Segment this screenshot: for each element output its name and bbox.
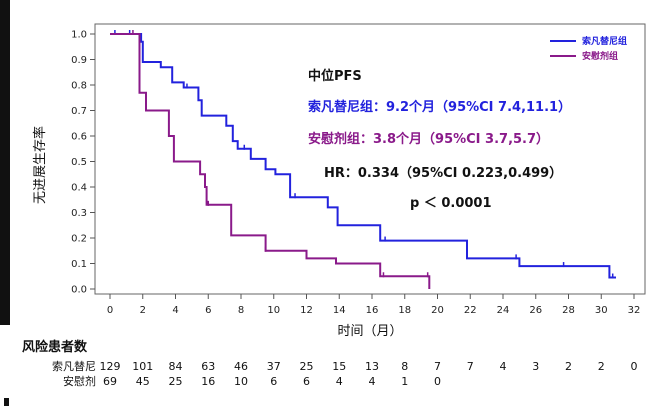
x-tick-label-26: 26 — [529, 305, 542, 316]
x-axis-label: 时间（月） — [337, 324, 402, 339]
risk-value-pbo-12: 6 — [303, 375, 310, 388]
risk-value-suf-18: 8 — [401, 360, 408, 373]
x-tick-label-10: 10 — [267, 305, 280, 316]
risk-value-pbo-20: 0 — [434, 375, 441, 388]
x-tick-label-2: 2 — [140, 305, 146, 316]
x-tick-label-12: 12 — [300, 305, 313, 316]
risk-value-suf-0: 129 — [100, 360, 121, 373]
y-tick-label-0.8: 0.8 — [71, 81, 87, 92]
x-tick-label-24: 24 — [497, 305, 510, 316]
risk-value-pbo-18: 1 — [401, 375, 408, 388]
median-pbo: 安慰剂组：3.8个月（95%CI 3.7,5.7） — [308, 131, 549, 147]
series-line-pbo — [110, 33, 431, 289]
x-tick-label-32: 32 — [628, 305, 641, 316]
risk-value-pbo-6: 16 — [201, 375, 215, 388]
risk-value-pbo-16: 4 — [369, 375, 376, 388]
risk-value-suf-26: 3 — [532, 360, 539, 373]
y-tick-label-0.1: 0.1 — [71, 259, 87, 270]
risk-value-pbo-10: 6 — [270, 375, 277, 388]
risk-value-suf-24: 4 — [500, 360, 507, 373]
risk-value-suf-2: 101 — [132, 360, 153, 373]
x-tick-label-8: 8 — [238, 305, 244, 316]
p-value-text: p ＜ 0.0001 — [410, 196, 492, 211]
risk-value-suf-28: 2 — [565, 360, 572, 373]
x-tick-label-20: 20 — [431, 305, 444, 316]
legend-label-suf: 索凡替尼组 — [582, 35, 627, 47]
y-tick-label-0.2: 0.2 — [71, 234, 87, 245]
y-tick-label-0.0: 0.0 — [71, 285, 87, 296]
median-suf: 索凡替尼组：9.2个月（95%CI 7.4,11.1） — [308, 99, 571, 115]
x-tick-label-18: 18 — [398, 305, 411, 316]
risk-row-name-suf: 索凡替尼 — [52, 359, 96, 373]
left-bar — [0, 0, 10, 325]
risk-value-suf-16: 13 — [365, 360, 379, 373]
y-tick-label-0.9: 0.9 — [71, 55, 87, 66]
x-tick-label-30: 30 — [595, 305, 608, 316]
legend: 索凡替尼组 安慰剂组 — [550, 35, 627, 62]
legend-label-pbo: 安慰剂组 — [582, 50, 618, 62]
risk-table-title: 风险患者数 — [22, 339, 88, 355]
y-tick-label-0.5: 0.5 — [71, 157, 87, 168]
x-tick-label-28: 28 — [562, 305, 575, 316]
y-tick-label-1.0: 1.0 — [71, 30, 87, 41]
risk-value-suf-4: 84 — [169, 360, 183, 373]
x-tick-label-22: 22 — [464, 305, 477, 316]
risk-value-pbo-2: 45 — [136, 375, 150, 388]
hr-text: HR：0.334（95%CI 0.223,0.499） — [324, 165, 562, 181]
y-tick-label-0.7: 0.7 — [71, 106, 87, 117]
risk-value-suf-30: 2 — [598, 360, 605, 373]
risk-value-pbo-8: 10 — [234, 375, 248, 388]
risk-value-suf-20: 7 — [434, 360, 441, 373]
y-tick-label-0.4: 0.4 — [71, 183, 87, 194]
risk-value-pbo-14: 4 — [336, 375, 343, 388]
series-line-suf — [110, 33, 616, 279]
risk-value-suf-22: 7 — [467, 360, 474, 373]
risk-value-suf-32: 0 — [631, 360, 638, 373]
y-axis-label: 无进展生存率 — [32, 126, 48, 204]
plot-frame — [94, 23, 646, 295]
x-tick-label-16: 16 — [366, 305, 379, 316]
risk-value-suf-6: 63 — [201, 360, 215, 373]
y-tick-label-0.6: 0.6 — [71, 132, 87, 143]
risk-value-pbo-0: 69 — [103, 375, 117, 388]
bottom-marker — [4, 398, 9, 406]
x-tick-label-14: 14 — [333, 305, 346, 316]
risk-value-suf-12: 25 — [300, 360, 314, 373]
risk-value-suf-8: 46 — [234, 360, 248, 373]
risk-row-name-pbo: 安慰剂 — [63, 374, 96, 388]
risk-value-suf-14: 15 — [332, 360, 346, 373]
x-tick-label-0: 0 — [107, 305, 113, 316]
median-title: 中位PFS — [308, 68, 362, 84]
y-tick-label-0.3: 0.3 — [71, 208, 87, 219]
x-tick-label-6: 6 — [205, 305, 211, 316]
x-tick-label-4: 4 — [172, 305, 178, 316]
risk-value-pbo-4: 25 — [169, 375, 183, 388]
risk-value-suf-10: 37 — [267, 360, 281, 373]
